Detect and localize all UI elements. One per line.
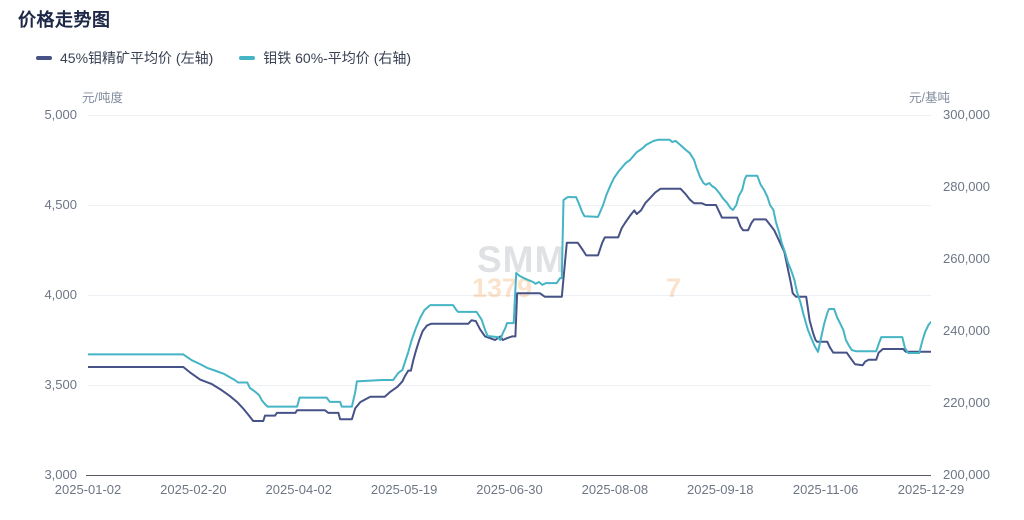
legend-item-ferromoly[interactable]: 钼铁 60%-平均价 (右轴) (239, 49, 411, 67)
legend-label: 钼铁 60%-平均价 (右轴) (263, 50, 412, 66)
x-axis-tick-label: 2025-04-02 (265, 482, 333, 497)
watermark-digits: 7 (666, 273, 682, 303)
right-axis-tick-label: 280,000 (943, 179, 990, 194)
x-axis-line (86, 475, 931, 476)
x-axis-tick-label: 2025-09-18 (687, 482, 754, 497)
right-axis-tick-label: 260,000 (943, 251, 990, 266)
right-axis-tick-label: 300,000 (943, 107, 990, 122)
x-axis-tick-label: 2025-08-08 (581, 482, 649, 497)
gridline (88, 205, 931, 206)
gridline (88, 295, 931, 296)
x-axis-tick-label: 2025-05-19 (370, 482, 438, 497)
page-title: 价格走势图 (18, 10, 111, 30)
left-axis-tick-label: 4,000 (44, 287, 77, 302)
legend-line-swatch-icon (239, 56, 256, 60)
right-axis-tick-label: 200,000 (943, 467, 990, 482)
legend-label: 45%钼精矿平均价 (左轴) (60, 50, 214, 66)
gridline (88, 115, 931, 116)
gridline (88, 385, 931, 386)
x-axis-tick-label: 2025-11-06 (792, 482, 859, 497)
left-axis-tick-label: 3,500 (44, 377, 77, 392)
right-axis-tick-label: 220,000 (943, 395, 990, 410)
left-axis-tick-label: 4,500 (44, 197, 77, 212)
series-line-ferromoly[interactable] (88, 138, 931, 408)
x-axis-tick-label: 2025-02-20 (160, 482, 227, 497)
series-line-moly-concentrate[interactable] (88, 187, 931, 422)
left-axis-tick-label: 5,000 (44, 107, 77, 122)
right-axis-tick-label: 240,000 (943, 323, 990, 338)
left-axis-unit: 元/吨度 (82, 91, 123, 105)
legend: 45%钼精矿平均价 (左轴) 钼铁 60%-平均价 (右轴) (36, 49, 411, 67)
left-axis-tick-label: 3,000 (44, 467, 77, 482)
legend-line-swatch-icon (36, 56, 52, 60)
plot-area[interactable] (88, 115, 931, 475)
x-axis-tick-label: 2025-06-30 (476, 482, 543, 497)
watermark-logo: SMM (477, 239, 567, 280)
x-axis-tick-label: 2025-01-02 (54, 482, 122, 497)
x-axis-tick-label: 2025-12-29 (897, 482, 965, 497)
legend-item-moly-concentrate[interactable]: 45%钼精矿平均价 (左轴) (36, 49, 213, 67)
right-axis-unit: 元/基吨 (909, 91, 950, 105)
